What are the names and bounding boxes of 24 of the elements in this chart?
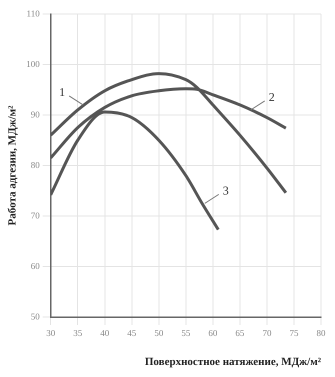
x-tick-label: 55: [181, 328, 191, 338]
x-tick-label: 30: [46, 328, 56, 338]
x-tick-label: 70: [262, 328, 272, 338]
x-tick-label: 50: [154, 328, 164, 338]
x-tick-label: 60: [208, 328, 218, 338]
annotation: 1: [59, 85, 66, 100]
x-tick-label: 40: [100, 328, 110, 338]
x-tick-label: 65: [235, 328, 245, 338]
x-tick-label: 80: [316, 328, 326, 338]
y-tick-label: 60: [30, 260, 40, 271]
line-series: [50, 72, 288, 194]
annotation: 3: [222, 184, 229, 198]
y-tick-label: 50: [30, 311, 40, 322]
y-tick-label: 70: [30, 210, 40, 220]
annotation: 2: [268, 90, 275, 104]
y-tick-label: 90: [30, 109, 40, 120]
y-axis-title: Работа адгезии, МДж/м²: [6, 104, 18, 226]
y-tick-label: 110: [26, 8, 40, 18]
x-axis-title: Поверхностное натяжение, МДж/м²: [144, 356, 322, 368]
y-tick-label: 100: [26, 58, 40, 69]
x-tick-label: 35: [73, 328, 83, 338]
x-tick-label: 75: [289, 328, 299, 338]
y-tick-label: 80: [30, 160, 40, 170]
x-tick-label: 45: [127, 328, 137, 338]
